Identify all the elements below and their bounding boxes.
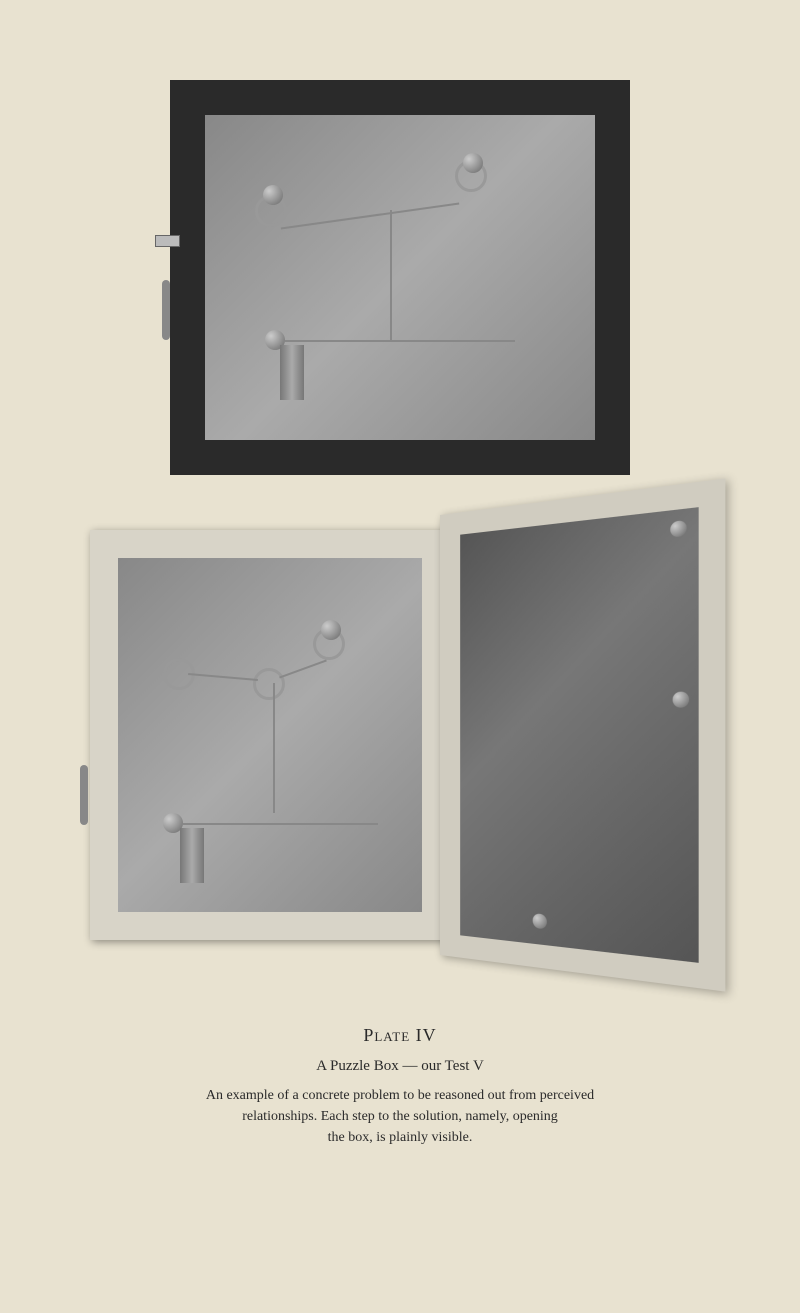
caption-line2: relationships. Each step to the solution…: [242, 1109, 558, 1124]
post-element: [180, 828, 204, 883]
caption-block: Plate IV A Puzzle Box — our Test V An ex…: [100, 1025, 700, 1148]
rope-horizontal: [183, 823, 378, 825]
rope-element: [188, 673, 258, 681]
rope-element: [281, 202, 460, 229]
box-door-open: [440, 478, 725, 991]
page-container: Plate IV A Puzzle Box — our Test V An ex…: [0, 0, 800, 1313]
rope-element: [279, 660, 327, 679]
box-body-open: [90, 530, 450, 940]
rope-vertical: [273, 683, 275, 813]
ball-element: [463, 153, 483, 173]
figure-closed-box: [170, 80, 630, 475]
post-element: [280, 345, 304, 400]
rope-horizontal: [285, 340, 515, 342]
plate-title: Plate IV: [100, 1025, 700, 1046]
knob-element: [670, 520, 686, 538]
ball-element: [263, 185, 283, 205]
plate-subtitle: A Puzzle Box — our Test V: [100, 1058, 700, 1075]
box-frame-closed: [170, 80, 630, 475]
ring-element: [253, 668, 285, 700]
box-open-container: [90, 515, 710, 980]
knob-element: [673, 691, 690, 707]
caption-line1: An example of a concrete problem to be r…: [206, 1088, 594, 1103]
rope-vertical: [390, 210, 392, 340]
handle-closed: [162, 280, 170, 340]
caption-body: An example of a concrete problem to be r…: [100, 1085, 700, 1148]
ball-element: [321, 620, 341, 640]
knob-element: [533, 913, 547, 929]
box-interior-closed: [205, 115, 595, 440]
handle-open: [80, 765, 88, 825]
figure-open-box: [90, 515, 710, 980]
caption-line3: the box, is plainly visible.: [328, 1130, 473, 1145]
latch-closed: [155, 235, 180, 247]
